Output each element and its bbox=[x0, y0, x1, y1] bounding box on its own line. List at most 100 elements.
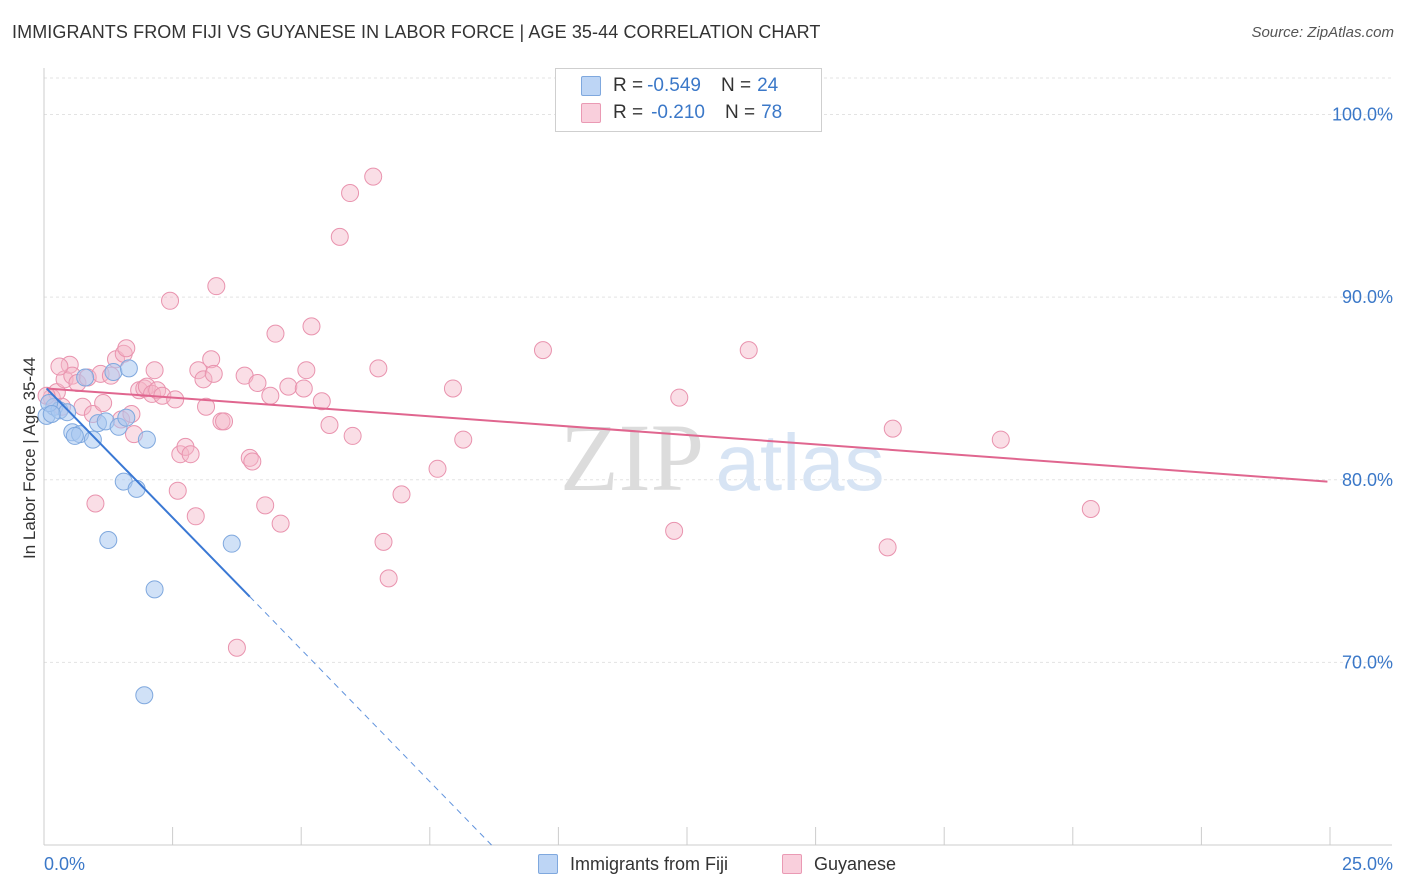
axes bbox=[43, 68, 1392, 846]
guyanese-point bbox=[181, 445, 200, 464]
guyanese-point bbox=[215, 412, 234, 431]
guyanese-point bbox=[256, 496, 275, 515]
legend-r-label: R = bbox=[613, 75, 644, 96]
guyanese-point bbox=[878, 538, 897, 557]
fiji-point bbox=[222, 534, 241, 553]
fiji-point bbox=[76, 368, 95, 387]
guyanese-point bbox=[665, 521, 684, 540]
guyanese-point bbox=[341, 184, 360, 203]
guyanese-point bbox=[261, 386, 280, 405]
tick-labels: 70.0% 80.0% 90.0% 100.0% 0.0% 25.0% bbox=[44, 105, 1393, 874]
guyanese-point bbox=[343, 426, 362, 445]
y-tick-label: 100.0% bbox=[1332, 105, 1393, 125]
guyanese-point bbox=[243, 452, 262, 471]
fiji-point bbox=[127, 479, 146, 498]
legend-row-fiji: R = -0.549 N = 24 bbox=[581, 74, 778, 98]
guyanese-point bbox=[883, 419, 902, 438]
guyanese-point bbox=[166, 390, 185, 409]
fiji-point bbox=[99, 531, 118, 550]
legend-row-guyanese: R = -0.210 N = 78 bbox=[581, 101, 782, 125]
guyanese-point bbox=[379, 569, 398, 588]
guyanese-trend-line bbox=[46, 387, 1328, 483]
guyanese-point bbox=[330, 227, 349, 246]
y-tick-label: 90.0% bbox=[1342, 287, 1393, 307]
legend-n-value: 78 bbox=[761, 102, 783, 123]
fiji-point bbox=[104, 363, 123, 382]
guyanese-point bbox=[670, 388, 689, 407]
fiji-point bbox=[145, 580, 164, 599]
legend-r-label: R = bbox=[613, 102, 644, 123]
guyanese-point bbox=[739, 341, 758, 360]
fiji-swatch bbox=[581, 76, 601, 96]
guyanese-legend-swatch bbox=[782, 854, 802, 874]
guyanese-swatch bbox=[581, 103, 601, 123]
guyanese-point bbox=[266, 324, 285, 343]
guyanese-point bbox=[50, 357, 69, 376]
fiji-points bbox=[37, 359, 241, 705]
legend-r-value: -0.549 bbox=[647, 75, 701, 96]
y-tick-label: 70.0% bbox=[1342, 652, 1393, 672]
guyanese-point bbox=[1081, 499, 1100, 518]
guyanese-point bbox=[248, 373, 267, 392]
guyanese-point bbox=[302, 317, 321, 336]
source-label: Source: ZipAtlas.com bbox=[1251, 24, 1394, 41]
fiji-legend-label: Immigrants from Fiji bbox=[570, 853, 729, 874]
guyanese-point bbox=[369, 359, 388, 378]
correlation-legend: R = -0.549 N = 24 R = -0.210 N = 78 bbox=[555, 68, 822, 132]
legend-n-label: N = bbox=[720, 75, 752, 96]
fiji-point bbox=[117, 408, 136, 427]
guyanese-point bbox=[194, 370, 213, 389]
guyanese-point bbox=[204, 364, 223, 383]
guyanese-point bbox=[168, 481, 187, 500]
fiji-trend-extension bbox=[249, 596, 492, 846]
guyanese-point bbox=[202, 350, 221, 369]
guyanese-point bbox=[374, 532, 393, 551]
fiji-point bbox=[135, 686, 154, 705]
guyanese-point bbox=[428, 459, 447, 478]
guyanese-point bbox=[197, 397, 216, 416]
series-legend-fiji: Immigrants from Fiji bbox=[538, 852, 728, 876]
guyanese-point bbox=[320, 415, 339, 434]
x-tick-label: 0.0% bbox=[44, 854, 85, 874]
guyanese-point bbox=[533, 341, 552, 360]
watermark: ZIP atlas bbox=[560, 404, 884, 511]
x-tick-label: 25.0% bbox=[1342, 854, 1393, 874]
guyanese-point bbox=[148, 381, 167, 400]
guyanese-point bbox=[279, 377, 298, 396]
fiji-point bbox=[42, 405, 61, 424]
guyanese-point bbox=[227, 638, 246, 657]
watermark-zip: ZIP bbox=[560, 404, 704, 511]
fiji-point bbox=[137, 430, 156, 449]
guyanese-legend-label: Guyanese bbox=[814, 853, 897, 874]
guyanese-point bbox=[94, 394, 113, 413]
guyanese-point bbox=[294, 379, 313, 398]
guyanese-point bbox=[189, 361, 208, 380]
guyanese-point bbox=[117, 339, 136, 358]
guyanese-point bbox=[271, 514, 290, 533]
guyanese-point bbox=[186, 507, 205, 526]
y-axis-label: In Labor Force | Age 35-44 bbox=[20, 357, 39, 559]
fiji-point bbox=[119, 359, 138, 378]
legend-n-label: N = bbox=[724, 102, 756, 123]
guyanese-point bbox=[443, 379, 462, 398]
fiji-legend-swatch bbox=[538, 854, 558, 874]
guyanese-point bbox=[161, 291, 180, 310]
guyanese-point bbox=[145, 361, 164, 380]
trend-lines bbox=[45, 387, 1328, 846]
guyanese-point bbox=[392, 485, 411, 504]
guyanese-point bbox=[991, 430, 1010, 449]
watermark-atlas: atlas bbox=[716, 418, 885, 507]
chart-title: IMMIGRANTS FROM FIJI VS GUYANESE IN LABO… bbox=[12, 22, 821, 42]
guyanese-point bbox=[297, 361, 316, 380]
fiji-point bbox=[65, 426, 84, 445]
legend-r-value: -0.210 bbox=[651, 102, 705, 123]
guyanese-point bbox=[364, 167, 383, 186]
guyanese-point bbox=[86, 494, 105, 513]
fiji-point bbox=[58, 403, 77, 422]
series-legend-guyanese: Guyanese bbox=[782, 852, 896, 876]
guyanese-point bbox=[454, 430, 473, 449]
fiji-point bbox=[83, 430, 102, 449]
guyanese-point bbox=[207, 277, 226, 296]
legend-n-value: 24 bbox=[757, 75, 779, 96]
